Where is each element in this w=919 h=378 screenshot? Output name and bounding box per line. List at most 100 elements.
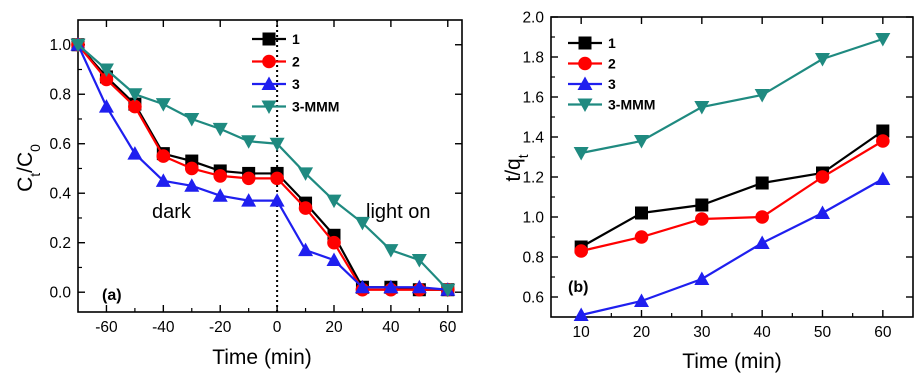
panel-a-data-point-3-MMM [98, 63, 114, 77]
panel-a-data-point-3 [241, 193, 257, 207]
panel-b-data-point-1 [695, 198, 709, 212]
panel-b-data-point-3-MMM [875, 33, 891, 47]
panel-a-data-point-3-MMM [411, 254, 427, 268]
panel-a-data-point-2 [298, 201, 313, 215]
panel-a-data-point-2 [156, 149, 171, 163]
panel-a-data-point-3-MMM [298, 167, 314, 181]
panel-b-plot-frame [550, 16, 914, 318]
panel-a-data-point-3 [326, 252, 342, 267]
panel-b-y-axis-title: t/qt [502, 154, 531, 181]
panel-b-y-tick-label: 1.6 [522, 90, 544, 107]
panel-a-x-tick-label: 0 [273, 319, 282, 336]
panel-a-data-point-3 [127, 146, 143, 160]
panel-a: (a) dark light on Time (min) Ct/C0 -60 -4… [14, 19, 463, 369]
panel-b-data-point-2 [695, 212, 709, 226]
panel-a-data-point-2 [327, 235, 341, 250]
panel-b-data-point-3-MMM [634, 135, 649, 149]
panel-a-y-tick-label: 0.8 [49, 87, 71, 104]
panel-a-data-point-3-MMM [155, 98, 171, 112]
panel-b-legend-label: 1 [608, 35, 616, 51]
panel-b-y-tick-label: 1.0 [522, 210, 544, 227]
panel-b-data-point-1 [755, 176, 769, 190]
panel-a-y-tick-label: 0.0 [49, 285, 71, 302]
panel-a-data-point-3 [212, 188, 228, 202]
panel-a-data-point-3 [298, 242, 314, 257]
panel-a-data-point-3-MMM [127, 88, 143, 102]
panel-a-legend-marker [261, 76, 277, 90]
panel-b-x-tick-label: 20 [633, 324, 651, 341]
panel-b-data-point-3 [634, 293, 649, 307]
panel-b-x-tick-label: 50 [814, 324, 832, 341]
panel-b-x-tick-label: 10 [573, 324, 591, 341]
panel-b-legend-label: 3 [608, 76, 616, 92]
panel-b-legend-label: 2 [608, 56, 616, 72]
panel-b: (b) Time (min) t/qt 10 20 30 40 50 60 0.6 0.8 1.… [502, 10, 914, 373]
panel-a-data-point-3-MMM [354, 216, 370, 231]
panel-a-data-point-3 [411, 279, 427, 294]
panel-b-series-line-1 [580, 130, 884, 248]
panel-b-series-line-2 [580, 140, 884, 253]
panel-a-data-point-2 [213, 169, 228, 183]
panel-b-x-tick-label: 30 [693, 324, 711, 341]
panel-b-data-point-3-MMM [573, 147, 589, 161]
panel-b-y-tick-label: 1.4 [522, 130, 544, 147]
panel-a-data-point-2 [128, 99, 142, 114]
panel-b-legend-marker [577, 98, 593, 112]
panel-b-legend-marker [578, 56, 592, 71]
panel-b-y-tick-label: 0.8 [522, 250, 544, 267]
panel-b-data-point-3 [754, 235, 770, 249]
panel-a-x-tick-label: 20 [325, 319, 343, 336]
panel-a-legend-label: 3-MMM [292, 99, 339, 115]
panel-b-label: (b) [568, 279, 588, 296]
panel-b-data-point-3-MMM [694, 101, 710, 115]
panel-b-y-tick-label: 0.6 [522, 290, 544, 307]
panel-a-y-tick-label: 0.2 [49, 235, 71, 252]
panel-a-legend-marker [261, 100, 277, 114]
panel-a-legend-label: 2 [292, 54, 300, 70]
panel-a-data-point-3-MMM [212, 122, 228, 137]
panel-a-data-point-3-MMM [440, 283, 456, 298]
panel-a-data-point-3 [354, 279, 370, 294]
panel-a-data-point-3 [184, 178, 200, 192]
panel-a-y-axis-title: Ct/C0 [14, 144, 43, 192]
panel-a-data-point-3 [383, 279, 399, 294]
panel-b-data-point-2 [634, 230, 649, 244]
panel-b-series-line-3 [580, 178, 884, 317]
panel-a-data-point-3 [98, 99, 114, 113]
panel-a-x-axis-title: Time (min) [212, 346, 312, 369]
panel-b-y-tick-label: 1.2 [522, 170, 544, 187]
panel-b-legend-marker [578, 36, 592, 50]
panel-a-data-point-3-MMM [269, 137, 285, 152]
panel-b-legend-label: 3-MMM [608, 97, 655, 113]
panel-a-x-tick-label: 40 [382, 319, 400, 336]
panel-b-x-axis-title: Time (min) [682, 350, 782, 373]
panel-b-data-point-1 [635, 206, 648, 220]
panel-a-data-point-3-MMM [184, 112, 200, 127]
panel-a-data-point-2 [270, 171, 284, 186]
panel-a-plot-frame [77, 19, 463, 313]
panel-a-y-tick-label: 1.0 [49, 37, 71, 54]
panel-b-data-point-3-MMM [815, 53, 830, 67]
panel-a-legend-marker [262, 54, 276, 69]
panel-a-data-point-3-MMM [383, 244, 399, 258]
panel-a-data-point-3-MMM [326, 194, 342, 209]
panel-a-data-point-3-MMM [70, 38, 86, 53]
panel-a-x-tick-label: -60 [95, 319, 118, 336]
panel-b-x-tick-label: 40 [754, 324, 772, 341]
panel-a-x-tick-label: -20 [209, 319, 232, 336]
panel-a-data-point-2 [241, 171, 256, 186]
panel-b-data-point-2 [574, 244, 588, 258]
panel-b-x-tick-label: 60 [874, 324, 892, 341]
panel-b-y-tick-label: 1.8 [522, 50, 544, 67]
panel-b-series-line-3-MMM [580, 37, 884, 155]
panel-a-legend-marker [262, 32, 276, 46]
panel-b-data-point-1 [876, 124, 890, 138]
panel-a-y-tick-label: 0.4 [49, 186, 71, 203]
panel-b-data-point-3 [875, 171, 891, 185]
panel-a-legend-label: 3 [292, 76, 300, 92]
panel-b-data-point-2 [755, 210, 769, 224]
panel-a-legend-label: 1 [292, 31, 300, 47]
panel-a-data-point-2 [184, 161, 199, 176]
panel-b-legend-marker [577, 76, 593, 90]
